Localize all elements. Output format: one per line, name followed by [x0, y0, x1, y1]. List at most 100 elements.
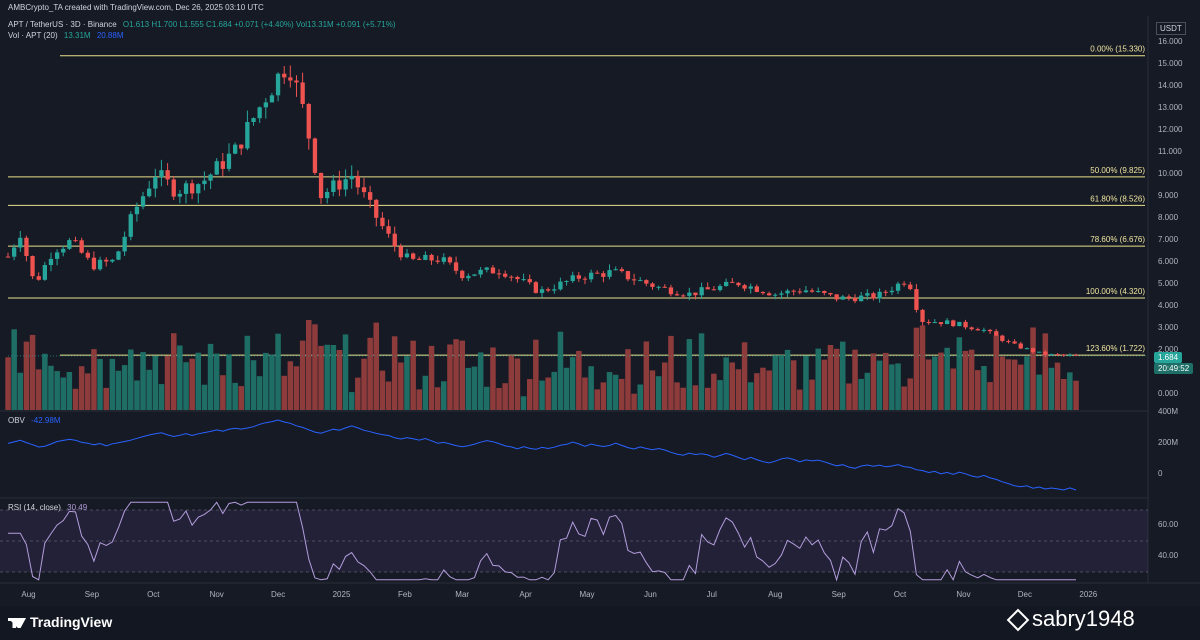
- candle-body: [687, 292, 692, 296]
- candle-body: [509, 276, 514, 278]
- volume-bar: [790, 360, 797, 410]
- volume-bar: [557, 331, 564, 410]
- candle-body: [576, 275, 581, 279]
- volume-bar: [459, 340, 465, 410]
- time-tick-label: Oct: [894, 590, 907, 599]
- candle-body: [920, 309, 925, 322]
- candle-body: [883, 291, 888, 293]
- volume-bar: [692, 385, 699, 410]
- volume-bar: [416, 389, 422, 410]
- candle-body: [865, 293, 870, 296]
- volume-bar: [349, 392, 355, 410]
- candle-body: [153, 177, 158, 189]
- tradingview-logo: TradingView: [8, 614, 112, 630]
- candle-body: [453, 262, 459, 271]
- volume-bar: [35, 369, 42, 410]
- candle-body: [288, 77, 293, 81]
- candle-body: [638, 280, 643, 282]
- candle-body: [662, 286, 667, 288]
- volume-bar: [66, 372, 73, 410]
- volume-bar: [588, 366, 594, 410]
- volume-bar: [213, 353, 220, 410]
- volume-bar: [5, 357, 11, 410]
- volume-bar: [655, 376, 662, 410]
- candle-body: [644, 280, 649, 284]
- candle-body: [331, 180, 336, 192]
- candle-body: [803, 290, 809, 293]
- candle-body: [809, 290, 815, 292]
- volume-bar: [391, 336, 398, 410]
- candle-body: [417, 258, 422, 260]
- candle-body: [472, 274, 477, 276]
- candle-body: [552, 289, 557, 291]
- volume-bar: [815, 348, 821, 410]
- candle-body: [895, 283, 901, 291]
- candle-body: [1030, 348, 1036, 353]
- volume-bar: [797, 389, 803, 410]
- volume-bar: [477, 352, 484, 410]
- price-tick-label: 4.000: [1158, 301, 1179, 310]
- candle-body: [435, 260, 440, 262]
- volume-bar: [238, 386, 244, 410]
- candle-body: [24, 237, 29, 256]
- candle-body: [398, 246, 403, 258]
- price-tick-label: 14.000: [1158, 81, 1183, 90]
- candle-body: [5, 256, 11, 258]
- candle-body: [337, 180, 342, 190]
- currency-label[interactable]: USDT: [1156, 22, 1186, 35]
- candle-body: [349, 175, 354, 180]
- candle-body: [1061, 354, 1066, 356]
- volume-bar: [103, 387, 109, 410]
- time-tick-label: Mar: [455, 590, 469, 599]
- watermark-text: sabry1948: [1032, 606, 1135, 631]
- volume-bar: [367, 337, 373, 410]
- volume-bar: [379, 370, 386, 410]
- binance-icon: [1006, 608, 1030, 632]
- fib-label: 123.60% (1.722): [1086, 344, 1145, 353]
- candle-body: [466, 275, 471, 279]
- volume-bar: [355, 377, 361, 410]
- candle-body: [730, 281, 735, 283]
- volume-bar: [453, 339, 459, 410]
- candle-body: [318, 172, 324, 199]
- candle-body: [859, 295, 864, 302]
- volume-bar: [852, 349, 858, 410]
- volume-bar: [128, 349, 134, 410]
- candle-body: [828, 293, 833, 295]
- volume-bar: [803, 355, 809, 410]
- candle-body: [275, 73, 281, 96]
- volume-bar: [1018, 364, 1024, 410]
- volume-bar: [772, 355, 778, 410]
- obv-tick-label: 400M: [1158, 407, 1178, 416]
- footer-bar: [0, 606, 1200, 640]
- volume-bar: [907, 378, 913, 410]
- volume-bar: [919, 325, 926, 410]
- candle-body: [705, 287, 710, 290]
- candle-body: [994, 331, 999, 336]
- volume-bar: [201, 384, 208, 410]
- candle-body: [945, 320, 950, 325]
- volume-bar: [686, 339, 693, 410]
- candle-body: [183, 183, 189, 194]
- volume-bar: [649, 370, 656, 410]
- candle-body: [282, 73, 287, 78]
- candle-body: [914, 289, 919, 310]
- price-tick-label: 5.000: [1158, 279, 1179, 288]
- volume-bar: [889, 364, 895, 410]
- volume-bar: [705, 387, 711, 410]
- header-title: AMBCrypto_TA created with TradingView.co…: [8, 3, 264, 12]
- volume-bar: [306, 320, 312, 410]
- candle-body: [380, 217, 385, 227]
- volume-bar: [637, 384, 643, 410]
- candle-body: [165, 170, 170, 180]
- candle-body: [355, 175, 360, 188]
- volume-bar: [171, 333, 177, 410]
- candle-body: [969, 327, 974, 330]
- volume-bar: [422, 375, 429, 410]
- candle-body: [55, 252, 60, 259]
- candle-body: [1037, 351, 1042, 353]
- candle-body: [404, 253, 410, 258]
- candle-body: [30, 256, 35, 277]
- volume-bar: [717, 380, 723, 410]
- candle-body: [951, 320, 956, 327]
